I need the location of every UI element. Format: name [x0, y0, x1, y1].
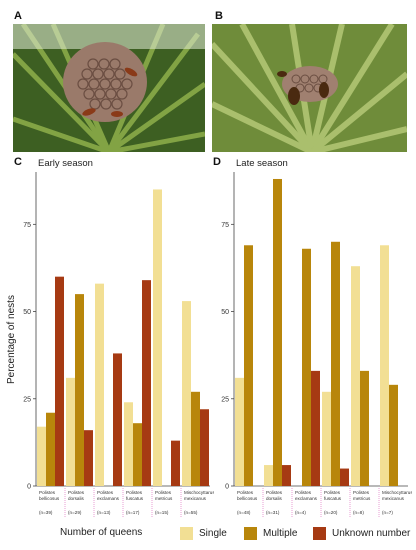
late-bar-unknown-number-1	[282, 465, 291, 486]
late-bar-unknown-number-2	[311, 370, 320, 486]
late-bar-multiple-3	[331, 241, 340, 486]
chart-early-season: 0255075Polistesbellicosus(n=39)Polistesd…	[23, 172, 214, 518]
late-category-label: dorsalis	[266, 496, 283, 501]
late-ytick-label: 50	[221, 309, 229, 316]
early-sample-size-label: (n=39)	[39, 510, 53, 515]
early-sample-size-label: (n=17)	[126, 510, 140, 515]
legend-item-unknown: Unknown number	[313, 527, 410, 540]
early-category-label: mexicanus	[184, 496, 207, 501]
early-category-label: Mischocyttarus	[184, 490, 214, 495]
early-category-label: exclamans	[97, 496, 120, 501]
late-bar-single-5	[380, 245, 389, 486]
late-bar-multiple-0	[244, 245, 253, 486]
late-bar-unknown-number-3	[340, 468, 349, 486]
early-bar-unknown-number-3	[142, 280, 151, 486]
late-category-label: metricus	[353, 496, 371, 501]
late-ytick-label: 25	[221, 396, 229, 403]
early-sample-size-label: (n=55)	[184, 510, 198, 515]
early-bar-single-2	[95, 283, 104, 486]
late-category-label: fuscatus	[324, 496, 342, 501]
photo-nest-b	[212, 24, 407, 152]
late-sample-size-label: (n=31)	[266, 510, 280, 515]
late-bar-multiple-4	[360, 370, 369, 486]
early-ytick-label: 0	[27, 484, 31, 491]
late-category-label: bellicosus	[237, 496, 258, 501]
late-sample-size-label: (n=8)	[353, 510, 364, 515]
early-category-label: dorsalis	[68, 496, 85, 501]
early-category-label: Polistes	[97, 490, 114, 495]
early-sample-size-label: (n=15)	[155, 510, 169, 515]
chart-title-late-season: Late season	[236, 158, 288, 169]
late-sample-size-label: (n=7)	[382, 510, 393, 515]
early-bar-multiple-3	[133, 423, 142, 486]
early-ytick-label: 25	[23, 396, 31, 403]
early-category-label: fuscatus	[126, 496, 144, 501]
panel-label-d: D	[213, 156, 221, 168]
early-category-label: Polistes	[126, 490, 143, 495]
early-bar-single-0	[37, 426, 46, 486]
legend-swatch-single	[180, 527, 193, 540]
early-ytick-label: 50	[23, 309, 31, 316]
late-category-label: Polistes	[266, 490, 283, 495]
early-ytick-label: 75	[23, 222, 31, 229]
late-sample-size-label: (n=20)	[324, 510, 338, 515]
late-bar-multiple-5	[389, 384, 398, 486]
late-bar-multiple-1	[273, 178, 282, 486]
photo-nest-a	[13, 24, 205, 152]
early-bar-unknown-number-0	[55, 276, 64, 486]
late-ytick-label: 0	[225, 484, 229, 491]
early-category-label: bellicosus	[39, 496, 60, 501]
early-category-label: metricus	[155, 496, 173, 501]
late-category-label: exclamans	[295, 496, 318, 501]
legend-label-multiple: Multiple	[263, 528, 298, 539]
legend-item-single: Single	[180, 527, 227, 540]
legend-swatch-unknown	[313, 527, 326, 540]
early-bar-multiple-1	[75, 294, 84, 486]
late-sample-size-label: (n=4)	[295, 510, 306, 515]
panel-label-a: A	[14, 10, 22, 22]
legend-item-multiple: Multiple	[244, 527, 297, 540]
early-bar-unknown-number-2	[113, 353, 122, 486]
early-category-label: Polistes	[155, 490, 172, 495]
early-bar-multiple-5	[191, 391, 200, 486]
late-category-label: Polistes	[324, 490, 341, 495]
late-bar-multiple-2	[302, 248, 311, 486]
late-sample-size-label: (n=48)	[237, 510, 251, 515]
legend-swatch-multiple	[244, 527, 257, 540]
early-bar-single-3	[124, 402, 133, 486]
legend-label-single: Single	[199, 528, 227, 539]
legend: Number of queens Single Multiple Unknown…	[0, 524, 416, 546]
chart-title-early-season: Early season	[38, 158, 93, 169]
late-bar-single-4	[351, 266, 360, 486]
early-bar-unknown-number-1	[84, 430, 93, 486]
early-bar-unknown-number-5	[200, 409, 209, 486]
early-bar-multiple-0	[46, 412, 55, 486]
late-category-label: Polistes	[237, 490, 254, 495]
panel-label-b: B	[215, 10, 223, 22]
legend-title: Number of queens	[60, 527, 142, 538]
chart-late-season: 0255075Polistesbellicosus(n=48)Polistesd…	[221, 172, 412, 518]
legend-title-text: Number of queens	[60, 527, 143, 538]
late-category-label: Mischocyttarus	[382, 490, 412, 495]
early-bar-single-4	[153, 189, 162, 486]
late-ytick-label: 75	[221, 222, 229, 229]
legend-label-unknown: Unknown number	[332, 528, 411, 539]
panel-label-c: C	[14, 156, 22, 168]
early-bar-single-5	[182, 301, 191, 486]
late-category-label: Polistes	[295, 490, 312, 495]
early-category-label: Polistes	[39, 490, 56, 495]
early-sample-size-label: (n=13)	[97, 510, 111, 515]
early-bar-unknown-number-4	[171, 440, 180, 486]
late-bar-single-0	[235, 377, 244, 486]
late-category-label: Polistes	[353, 490, 370, 495]
early-bar-single-1	[66, 377, 75, 486]
late-category-label: mexicanus	[382, 496, 405, 501]
early-sample-size-label: (n=29)	[68, 510, 82, 515]
late-bar-single-3	[322, 391, 331, 486]
early-category-label: Polistes	[68, 490, 85, 495]
late-bar-single-1	[264, 465, 273, 486]
